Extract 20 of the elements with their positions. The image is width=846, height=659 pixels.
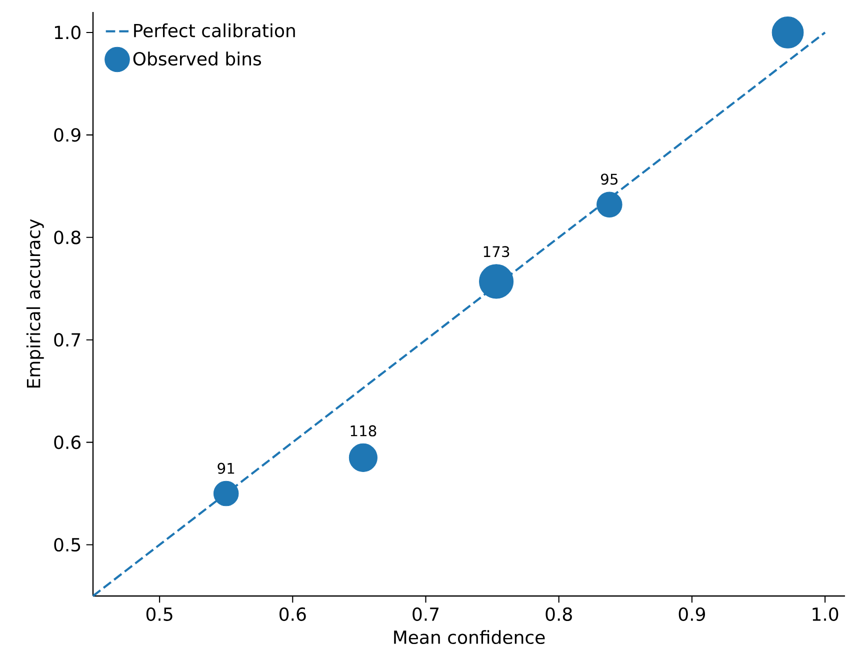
annotation: 173 [484, 246, 510, 258]
x-tick-label: 0.8 [546, 607, 572, 621]
x-tick-label: 0.7 [412, 607, 439, 621]
x-tick-label: 0.5 [146, 607, 172, 621]
legend-label: Observed bins [133, 52, 262, 66]
annotation: 95 [601, 174, 618, 185]
y-tick-label: 0.9 [54, 128, 80, 142]
x-tick-label: 0.9 [678, 607, 705, 621]
y-tick-label: 0.7 [54, 333, 80, 347]
annotation: 91 [218, 462, 234, 474]
y-tick-label: 0.8 [54, 230, 80, 244]
annotation: 118 [350, 425, 376, 436]
y-tick-label: 0.6 [54, 435, 81, 450]
legend-label: Perfect calibration [134, 23, 295, 38]
y-axis-title: Empirical accuracy [26, 219, 44, 388]
x-tick-label: 1.0 [812, 607, 838, 621]
x-axis-title: Mean confidence [394, 630, 545, 644]
x-tick-label: 0.6 [280, 607, 306, 621]
y-tick-label: 1.0 [54, 26, 80, 40]
y-tick-label: 0.5 [54, 538, 80, 552]
